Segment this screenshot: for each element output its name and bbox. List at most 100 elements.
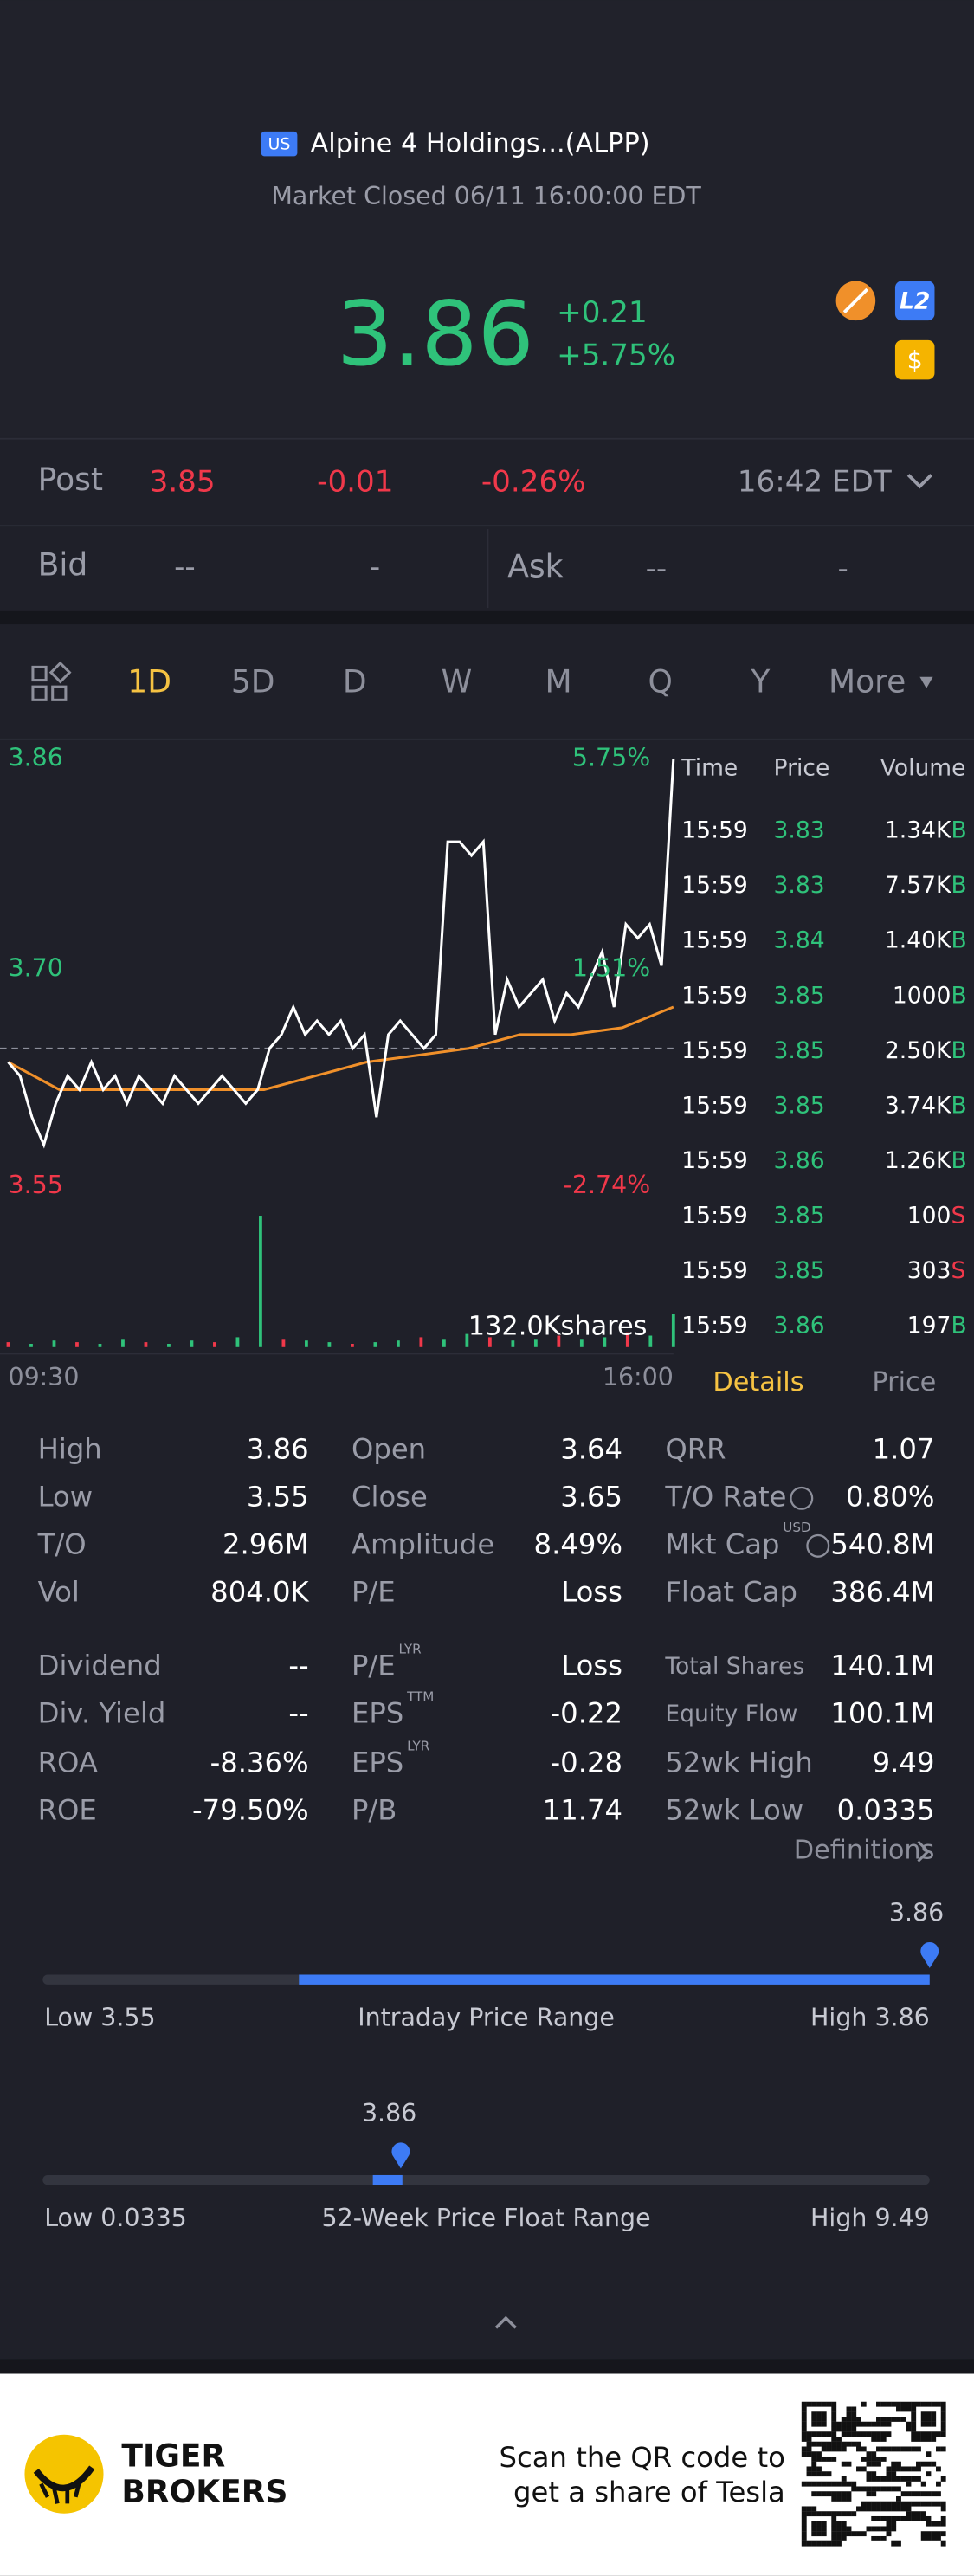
qr-module — [866, 2491, 872, 2497]
volume-bar — [121, 1339, 125, 1347]
qr-module — [846, 2426, 852, 2432]
post-chevron[interactable] — [906, 474, 933, 489]
qr-module — [846, 2511, 852, 2517]
qr-module — [936, 2401, 941, 2407]
period-tab[interactable]: W — [442, 664, 473, 700]
definitions-link[interactable]: Definitions — [794, 1836, 935, 1866]
qr-module — [880, 2456, 887, 2462]
qr-module — [920, 2401, 926, 2407]
stat-label: Amplitude — [352, 1527, 494, 1560]
qr-module — [886, 2515, 892, 2521]
qr-module — [920, 2411, 926, 2418]
qr-module — [856, 2486, 861, 2492]
qr-module — [880, 2446, 887, 2452]
range-pin — [920, 1941, 939, 1968]
period-tab[interactable]: 1D — [127, 664, 171, 700]
qr-module — [801, 2540, 807, 2547]
qr-module — [911, 2511, 917, 2517]
trade-side: B — [951, 1147, 966, 1174]
qr-module — [861, 2421, 867, 2427]
trade-price: 3.86 — [774, 1147, 825, 1174]
icon-l2[interactable] — [894, 281, 935, 321]
qr-module — [926, 2501, 932, 2507]
trades-header: Volume — [880, 755, 966, 782]
qr-module — [836, 2436, 842, 2442]
period-tab[interactable]: D — [343, 664, 367, 700]
icon-dollar[interactable] — [894, 339, 935, 380]
qr-module — [816, 2431, 822, 2437]
time-axis-end: 16:00 — [603, 1363, 674, 1391]
period-tab[interactable]: Y — [750, 664, 771, 700]
info-tab[interactable]: Details — [713, 1367, 803, 1398]
qr-module — [831, 2511, 837, 2517]
info-icon — [806, 1533, 830, 1558]
range-pin — [391, 2142, 410, 2169]
volume-bar — [625, 1332, 629, 1347]
qr-module — [880, 2436, 887, 2442]
volume-bar — [579, 1339, 584, 1347]
qr-module — [911, 2515, 917, 2521]
qr-module — [891, 2486, 897, 2492]
qr-module — [831, 2421, 837, 2427]
qr-module — [821, 2401, 827, 2407]
qr-module — [801, 2521, 807, 2527]
range-track — [42, 2174, 930, 2185]
qr-module — [821, 2456, 827, 2462]
qr-module — [926, 2436, 932, 2442]
period-tab[interactable]: Q — [648, 664, 672, 700]
qr-module — [861, 2531, 867, 2537]
qr-module — [866, 2526, 872, 2532]
trade-side: B — [951, 982, 966, 1009]
volume-bar — [465, 1333, 469, 1347]
qr-module — [876, 2417, 881, 2422]
qr-module — [920, 2417, 926, 2422]
qr-module — [896, 2501, 901, 2507]
qr-module — [866, 2506, 872, 2512]
qr-module — [821, 2526, 827, 2532]
qr-module — [836, 2441, 842, 2447]
qr-module — [801, 2436, 807, 2442]
stat-value: 3.86 — [247, 1432, 309, 1465]
qr-module — [896, 2476, 901, 2482]
qr-module — [911, 2411, 917, 2418]
stat-label: QRR — [665, 1432, 726, 1465]
definitions-chevron[interactable] — [917, 1840, 931, 1863]
volume-bar — [213, 1342, 216, 1347]
qr-module — [806, 2451, 812, 2457]
qr-module — [811, 2521, 817, 2527]
period-tab[interactable]: M — [545, 664, 571, 700]
qr-module — [826, 2446, 832, 2452]
qr-module — [856, 2417, 861, 2422]
qr-module — [906, 2421, 912, 2427]
stat-label: Div. Yield — [38, 1697, 166, 1730]
price-change-pct: +5.75% — [557, 338, 675, 372]
market-badge: US — [268, 135, 291, 154]
period-tab[interactable]: 5D — [231, 664, 275, 700]
info-tab[interactable]: Price — [872, 1367, 936, 1398]
trade-time: 15:59 — [681, 1257, 748, 1284]
collapse-chevron[interactable] — [494, 2315, 517, 2329]
trade-volume: 7.57K — [885, 872, 951, 899]
market-badge-bg — [261, 131, 298, 157]
qr-module — [831, 2540, 837, 2547]
brand-logo-stripe — [39, 2482, 81, 2504]
stat-label-sup: LYR — [398, 1641, 422, 1656]
qr-module — [926, 2535, 932, 2541]
trade-volume: 197 — [907, 1313, 951, 1340]
qr-module — [806, 2441, 812, 2447]
layout-icon-cell — [51, 685, 68, 701]
qr-module — [816, 2401, 822, 2407]
qr-module — [831, 2491, 837, 2497]
qr-module — [906, 2426, 912, 2432]
qr-module — [801, 2506, 807, 2512]
qr-module — [831, 2426, 837, 2432]
qr-module — [886, 2476, 892, 2482]
qr-module — [911, 2501, 917, 2507]
post-time[interactable]: 16:42 EDT — [738, 464, 892, 499]
period-tab[interactable]: More — [829, 664, 906, 700]
stock-name[interactable]: Alpine 4 Holdings...(ALPP) — [311, 129, 650, 159]
qr-module — [871, 2431, 877, 2437]
qr-module — [816, 2451, 822, 2457]
layout-icon[interactable] — [31, 661, 72, 701]
trade-price: 3.85 — [774, 1257, 825, 1284]
